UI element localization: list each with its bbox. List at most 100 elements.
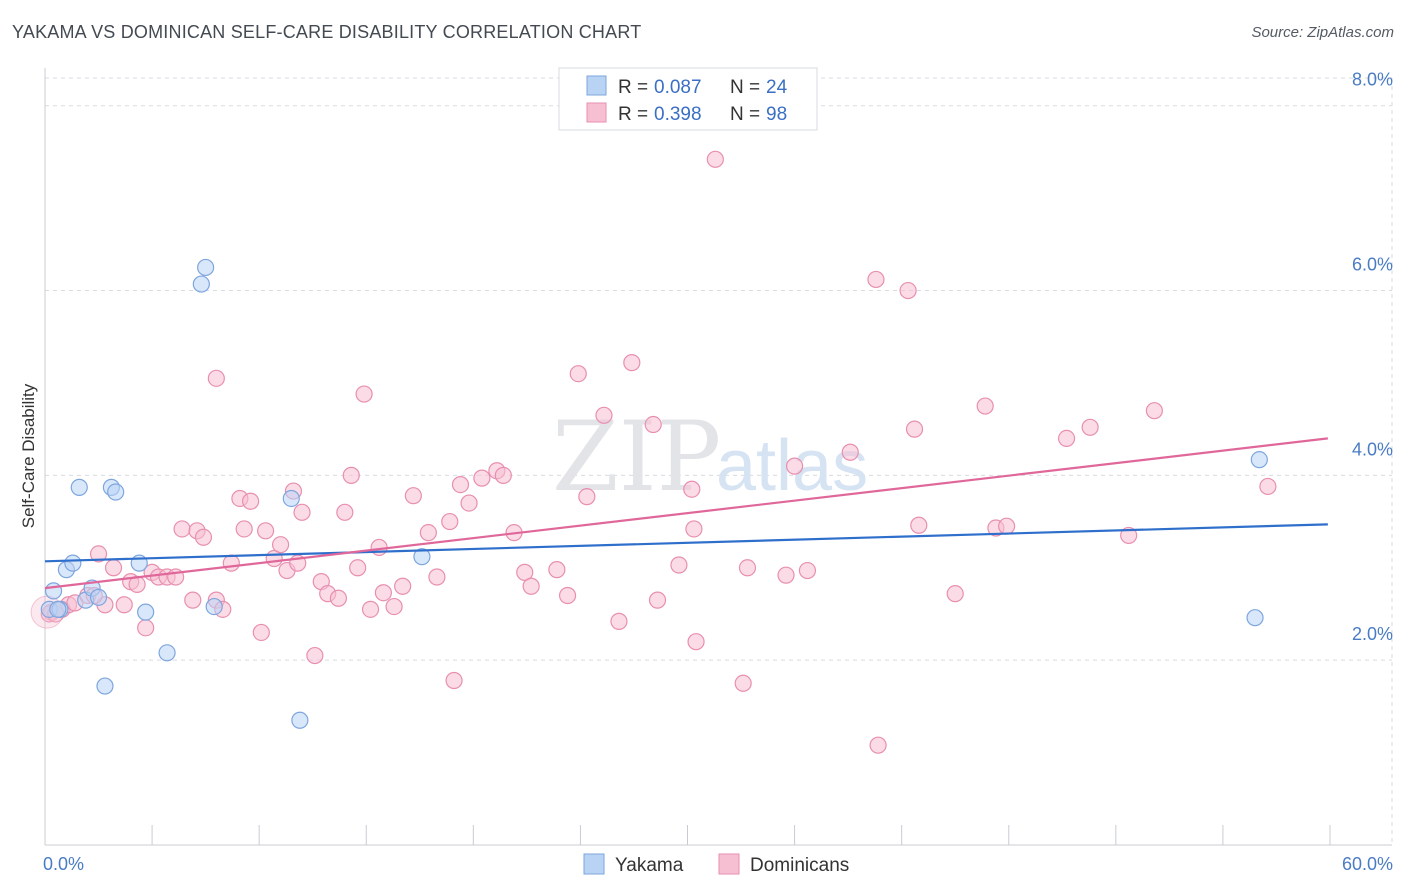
dominicans-point xyxy=(252,623,270,642)
series-legend-swatch-dominicans xyxy=(718,853,740,875)
yakama-point xyxy=(44,582,63,600)
yakama-point xyxy=(64,554,82,572)
series-legend-label-dominicans: Dominicans xyxy=(750,855,849,876)
dominicans-point xyxy=(1081,418,1099,436)
dominicans-point xyxy=(738,559,757,577)
dominicans-point xyxy=(1057,429,1076,447)
dominicans-point xyxy=(385,597,403,616)
dominicans-point xyxy=(644,415,662,434)
dominicans-point xyxy=(271,536,290,554)
dominicans-point xyxy=(558,586,577,605)
dominicans-point xyxy=(1259,477,1277,496)
dominicans-point xyxy=(976,397,994,415)
yakama-points xyxy=(40,258,1268,729)
dominicans-point xyxy=(428,568,446,586)
legend-r-value-yakama: 0.087 xyxy=(654,77,702,98)
yakama-point xyxy=(291,711,309,729)
dominicans-point xyxy=(460,494,478,512)
series-legend-label-yakama: Yakama xyxy=(615,855,684,876)
stats-legend: R = 0.087 N = 24 R = 0.398 N = 98 xyxy=(558,67,818,131)
dominicans-point xyxy=(235,520,253,538)
dominicans-point xyxy=(683,480,701,498)
legend-n-value-dominicans: 98 xyxy=(766,104,787,125)
dominicans-point xyxy=(777,566,795,584)
dominicans-point xyxy=(867,270,885,289)
dominicans-point xyxy=(548,561,566,579)
dominicans-point xyxy=(306,646,324,665)
yakama-trend-line xyxy=(44,523,1328,563)
dominicans-point xyxy=(419,524,437,542)
dominicans-point xyxy=(441,512,459,531)
dominicans-point xyxy=(569,365,587,383)
dominicans-point xyxy=(706,150,724,168)
dominicans-point xyxy=(1145,402,1163,420)
dominicans-point xyxy=(256,522,275,540)
dominicans-point xyxy=(578,488,596,506)
legend-r-label-yakama: R = xyxy=(618,77,648,98)
dominicans-point xyxy=(522,577,540,595)
x-tick-label-min: 0.0% xyxy=(43,854,84,874)
legend-r-value-dominicans: 0.398 xyxy=(654,104,702,125)
dominicans-point xyxy=(342,466,360,484)
dominicans-point xyxy=(173,520,191,538)
dominicans-point xyxy=(207,369,225,387)
legend-r-label-dominicans: R = xyxy=(618,104,648,125)
source-credit: Source: ZipAtlas.com xyxy=(1251,24,1394,41)
dominicans-point xyxy=(685,520,703,538)
yakama-point xyxy=(197,258,215,277)
y-tick-label: 8.0% xyxy=(1352,70,1393,90)
dominicans-point xyxy=(910,516,928,534)
yakama-point xyxy=(89,588,108,606)
legend-n-label-yakama: N = xyxy=(730,77,760,98)
x-tick-label-max: 60.0% xyxy=(1342,854,1393,874)
dominicans-points xyxy=(30,150,1277,754)
dominicans-point xyxy=(404,487,422,505)
yakama-point xyxy=(96,677,114,695)
dominicans-point xyxy=(687,633,705,651)
yakama-point xyxy=(1250,451,1268,469)
axes xyxy=(44,68,1392,846)
dominicans-point xyxy=(104,559,123,577)
yakama-point xyxy=(49,600,67,618)
dominicans-point xyxy=(115,596,133,614)
legend-swatch-yakama xyxy=(586,75,607,96)
yakama-point xyxy=(70,478,88,496)
dominicans-point xyxy=(293,503,311,521)
dominicans-point xyxy=(473,469,491,487)
legend-n-label-dominicans: N = xyxy=(730,104,760,125)
dominicans-point xyxy=(841,443,859,461)
dominicans-point xyxy=(734,674,752,692)
dominicans-point xyxy=(998,517,1016,535)
y-tick-label: 6.0% xyxy=(1352,255,1393,275)
y-axis-title: Self-Care Disability xyxy=(19,383,38,528)
dominicans-point xyxy=(451,476,470,494)
dominicans-point xyxy=(670,556,688,574)
dominicans-point xyxy=(623,354,641,372)
dominicans-point xyxy=(798,561,817,580)
y-tick-label: 4.0% xyxy=(1352,439,1393,459)
yakama-point xyxy=(137,603,155,621)
dominicans-point xyxy=(336,503,354,521)
dominicans-point xyxy=(89,545,108,563)
dominicans-point xyxy=(785,457,804,475)
legend-n-value-yakama: 24 xyxy=(766,77,788,98)
dominicans-point xyxy=(137,619,155,637)
dominicans-point xyxy=(494,466,512,484)
dominicans-point xyxy=(595,406,613,424)
dominicans-point xyxy=(184,591,202,609)
dominicans-point xyxy=(329,589,348,607)
dominicans-point xyxy=(394,577,412,595)
series-legend: Yakama Dominicans xyxy=(583,853,849,876)
yakama-point xyxy=(1246,609,1264,627)
dominicans-point xyxy=(242,492,260,510)
yakama-point xyxy=(413,548,431,566)
dominicans-trend-line xyxy=(44,437,1328,590)
tick-labels: 2.0% 4.0% 6.0% 8.0% 0.0% 60.0% xyxy=(43,70,1393,874)
series-legend-swatch-yakama xyxy=(583,853,605,875)
dominicans-point xyxy=(946,585,964,603)
dominicans-point xyxy=(361,600,380,618)
dominicans-point xyxy=(1120,526,1138,545)
dominicans-point xyxy=(194,528,213,546)
dominicans-point xyxy=(899,281,917,300)
